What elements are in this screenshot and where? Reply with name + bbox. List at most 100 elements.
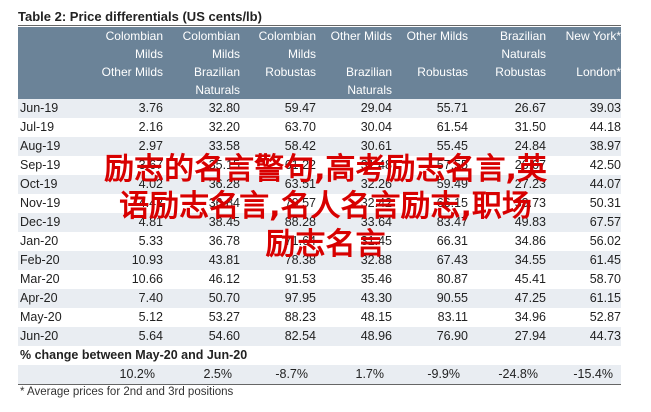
row-month: Dec-19 [20,215,61,229]
row-value: 82.54 [284,329,316,343]
overlay-line-2: 语励志名言,名人名言励志,职场 [119,189,532,224]
footnote: * Average prices for 2nd and 3rd positio… [20,386,234,398]
column-header-line: Milds [211,47,240,61]
table-title: Table 2: Price differentials (US cents/l… [18,9,262,24]
row-value: 61.22 [284,158,316,172]
row-value: 34.96 [514,310,546,324]
row-value: 83.11 [437,310,468,324]
table-row: Sep-19 3.67 35.15 61.22 31.48 57.55 26.07 42.50 [18,156,621,175]
row-value: 80.87 [436,272,468,286]
change-label: % change between May-20 and Jun-20 [20,348,248,362]
row-value: 66.31 [436,234,468,248]
row-value: 58.70 [589,272,621,286]
row-value: 5.64 [138,329,163,343]
row-month: Jul-19 [20,120,55,134]
row-value: 32.20 [208,120,240,134]
bottom-rule [18,384,621,385]
row-value: 48.15 [360,310,392,324]
row-value: 38.45 [208,215,240,229]
row-value: 83.47 [436,215,468,229]
column-header-line: Robustas [417,65,468,79]
row-value: 53.27 [208,310,240,324]
row-value: 58.42 [284,139,316,153]
row-month: Jun-19 [20,101,59,115]
row-value: 42.50 [589,158,621,172]
row-value: 43.81 [208,253,240,267]
table-row: May-20 5.12 53.27 88.23 48.15 83.11 34.96 52.87 [18,308,621,327]
column-header-1: Colombian Milds Other Milds [87,27,163,99]
row-value: 67.57 [589,215,621,229]
row-value: 27.94 [514,329,546,343]
row-value: 50.70 [208,291,240,305]
change-value: 1.7% [355,367,385,381]
row-value: 10.93 [131,253,163,267]
row-value: 36.28 [208,177,240,191]
row-value: 30.61 [360,139,392,153]
row-value: 55.45 [436,139,468,153]
column-header-line: Robustas [265,65,316,79]
row-month: Mar-20 [20,272,60,286]
column-header-line: London* [576,65,621,79]
row-month: Jan-20 [20,234,59,248]
change-row: 10.2% 2.5% -8.7% 1.7% -9.9% -24.8% -15.4% [18,365,621,384]
row-value: 29.04 [360,101,392,115]
row-value: 31.45 [360,234,392,248]
change-value: 10.2% [119,367,155,381]
row-value: 67.43 [436,253,468,267]
row-value: 59.49 [436,177,468,191]
change-value: -24.8% [498,367,538,381]
row-value: 50.31 [589,196,621,210]
row-value: 35.46 [360,272,392,286]
row-value: 34.55 [514,253,546,267]
row-value: 61.15 [589,291,621,305]
row-value: 26.07 [514,158,546,172]
row-value: 44.18 [589,120,621,134]
row-value: 61.54 [436,120,468,134]
column-header-2: Colombian Milds Brazilian Naturals [164,27,240,99]
table-header: Colombian Milds Other Milds Colombian Milds B… [18,27,621,99]
row-value: 55.71 [436,101,468,115]
row-value: 33.58 [208,139,240,153]
column-header-4: Other Milds Brazilian Naturals [316,27,392,99]
column-header-3: Colombian Milds Robustas [240,27,316,99]
column-header-line: Brazilian [345,65,392,79]
row-value: 38.97 [589,139,621,153]
row-value: 48.96 [360,329,392,343]
row-value: 88.28 [284,215,316,229]
row-value: 39.03 [589,101,621,115]
row-value: 24.84 [514,139,546,153]
row-value: 33.73 [514,196,546,210]
top-rule [18,25,621,26]
column-header-line: Colombian [258,29,316,43]
row-value: 44.73 [589,329,621,343]
column-header-line: Colombian [182,29,240,43]
table-row: Dec-19 4.81 38.45 88.28 33.64 83.47 49.83 67.57 [18,213,621,232]
change-value: -15.4% [573,367,613,381]
column-header-line: Naturals [347,83,392,97]
row-value: 5.33 [138,234,163,248]
table-row: Jun-19 3.76 32.80 59.47 29.04 55.71 26.67 39.03 [18,99,621,118]
row-value: 56.02 [589,234,621,248]
row-value: 63.70 [284,120,316,134]
table-row: Nov-19 4.42 36.84 70.57 32.42 66.15 33.73 50.31 [18,194,621,213]
row-month: Feb-20 [20,253,60,267]
row-value: 43.30 [360,291,392,305]
change-section-label: % change between May-20 and Jun-20 [18,346,621,365]
row-value: 32.88 [360,253,392,267]
row-value: 52.87 [589,310,621,324]
row-value: 10.66 [131,272,163,286]
table-row: Oct-19 4.02 36.28 63.51 32.26 59.49 27.23 44.07 [18,175,621,194]
column-header-5: Other Milds Robustas [392,27,468,99]
row-month: Oct-19 [20,177,58,191]
row-value: 54.60 [208,329,240,343]
row-value: 32.26 [360,177,392,191]
row-value: 7.40 [138,291,163,305]
row-value: 49.83 [514,215,546,229]
row-value: 57.55 [436,158,468,172]
row-value: 2.16 [138,120,163,134]
table-row: Mar-20 10.66 46.12 91.53 35.46 80.87 45.41 58.7… [18,270,621,289]
row-value: 36.84 [208,196,240,210]
row-value: 4.02 [138,177,163,191]
row-value: 91.53 [284,272,316,286]
